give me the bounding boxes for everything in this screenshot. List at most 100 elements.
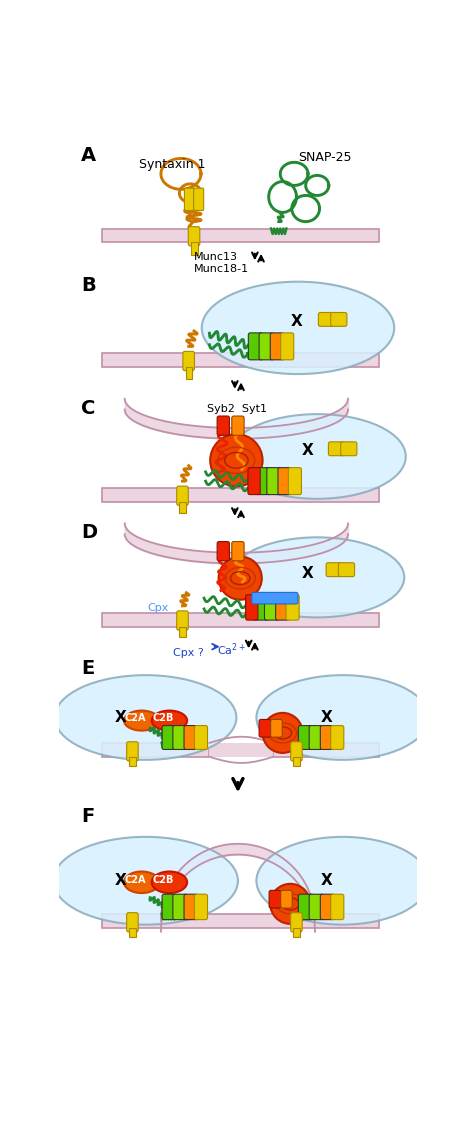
FancyBboxPatch shape [184, 895, 198, 920]
Bar [129, 928, 135, 937]
FancyBboxPatch shape [248, 468, 260, 494]
Text: F: F [81, 807, 94, 826]
Text: E: E [81, 659, 94, 678]
Text: X: X [115, 873, 126, 888]
Ellipse shape [202, 282, 394, 374]
Bar [293, 756, 299, 766]
FancyBboxPatch shape [309, 895, 324, 920]
FancyBboxPatch shape [286, 594, 299, 620]
Circle shape [210, 434, 263, 486]
FancyBboxPatch shape [177, 486, 188, 505]
Text: C2B: C2B [153, 875, 174, 885]
FancyBboxPatch shape [194, 726, 207, 750]
FancyBboxPatch shape [173, 895, 187, 920]
FancyBboxPatch shape [299, 726, 313, 750]
Bar [129, 756, 135, 766]
FancyBboxPatch shape [291, 742, 302, 761]
Text: D: D [81, 524, 97, 542]
Circle shape [263, 713, 303, 753]
FancyBboxPatch shape [162, 895, 177, 920]
FancyBboxPatch shape [328, 442, 345, 455]
FancyBboxPatch shape [184, 726, 198, 750]
Text: Ca$^{2+}$: Ca$^{2+}$ [217, 641, 246, 658]
FancyBboxPatch shape [183, 351, 194, 371]
Bar [191, 242, 198, 256]
FancyBboxPatch shape [281, 890, 292, 908]
Text: X: X [321, 873, 333, 888]
FancyBboxPatch shape [126, 742, 138, 761]
FancyBboxPatch shape [326, 563, 342, 576]
FancyBboxPatch shape [232, 542, 244, 561]
FancyBboxPatch shape [248, 333, 263, 359]
Text: C2B: C2B [153, 713, 174, 723]
FancyBboxPatch shape [288, 468, 301, 494]
Text: X: X [302, 566, 313, 581]
FancyBboxPatch shape [252, 592, 298, 604]
FancyBboxPatch shape [320, 895, 334, 920]
FancyBboxPatch shape [328, 315, 337, 324]
FancyBboxPatch shape [271, 720, 282, 737]
Bar [273, 743, 379, 756]
FancyBboxPatch shape [188, 227, 200, 245]
Ellipse shape [55, 675, 236, 760]
FancyBboxPatch shape [320, 726, 334, 750]
Text: Syntaxin 1: Syntaxin 1 [139, 159, 205, 171]
FancyBboxPatch shape [339, 445, 347, 453]
FancyBboxPatch shape [309, 726, 324, 750]
Bar [186, 367, 193, 379]
FancyBboxPatch shape [126, 913, 138, 932]
FancyBboxPatch shape [246, 594, 258, 620]
FancyBboxPatch shape [278, 468, 292, 494]
FancyBboxPatch shape [265, 594, 279, 620]
FancyBboxPatch shape [270, 333, 284, 359]
Circle shape [270, 884, 310, 924]
FancyBboxPatch shape [281, 333, 294, 359]
Bar [209, 743, 273, 756]
Text: SNAP-25: SNAP-25 [298, 151, 352, 164]
Text: C2A: C2A [125, 875, 146, 885]
Text: X: X [290, 314, 302, 329]
Bar [179, 626, 186, 638]
FancyBboxPatch shape [331, 313, 347, 326]
FancyBboxPatch shape [162, 726, 177, 750]
FancyBboxPatch shape [177, 610, 188, 630]
FancyBboxPatch shape [259, 720, 271, 737]
Bar [179, 502, 186, 513]
Ellipse shape [230, 537, 404, 617]
FancyBboxPatch shape [341, 442, 357, 455]
FancyBboxPatch shape [185, 188, 194, 210]
Bar [102, 354, 379, 367]
FancyBboxPatch shape [259, 333, 274, 359]
Text: X: X [321, 710, 333, 725]
Ellipse shape [124, 872, 159, 893]
FancyBboxPatch shape [267, 468, 281, 494]
FancyBboxPatch shape [291, 913, 302, 932]
Ellipse shape [152, 872, 187, 893]
Ellipse shape [53, 836, 238, 924]
Bar [293, 928, 299, 937]
FancyBboxPatch shape [232, 416, 244, 436]
Bar [102, 488, 379, 502]
Ellipse shape [124, 711, 159, 730]
Bar [102, 914, 379, 928]
Text: Cpx ?: Cpx ? [173, 648, 204, 658]
Text: C2A: C2A [125, 713, 146, 723]
FancyBboxPatch shape [193, 188, 204, 210]
FancyBboxPatch shape [217, 416, 229, 436]
Bar [102, 228, 379, 242]
Circle shape [219, 557, 262, 600]
Bar [102, 743, 209, 756]
FancyBboxPatch shape [254, 594, 268, 620]
FancyBboxPatch shape [217, 542, 229, 561]
FancyBboxPatch shape [194, 895, 207, 920]
FancyBboxPatch shape [319, 313, 334, 326]
FancyBboxPatch shape [331, 895, 344, 920]
Ellipse shape [152, 711, 187, 730]
Text: A: A [81, 146, 96, 165]
FancyBboxPatch shape [299, 895, 313, 920]
Ellipse shape [229, 414, 406, 499]
FancyBboxPatch shape [336, 566, 345, 574]
FancyBboxPatch shape [256, 468, 271, 494]
FancyBboxPatch shape [331, 726, 344, 750]
Text: X: X [115, 710, 126, 725]
